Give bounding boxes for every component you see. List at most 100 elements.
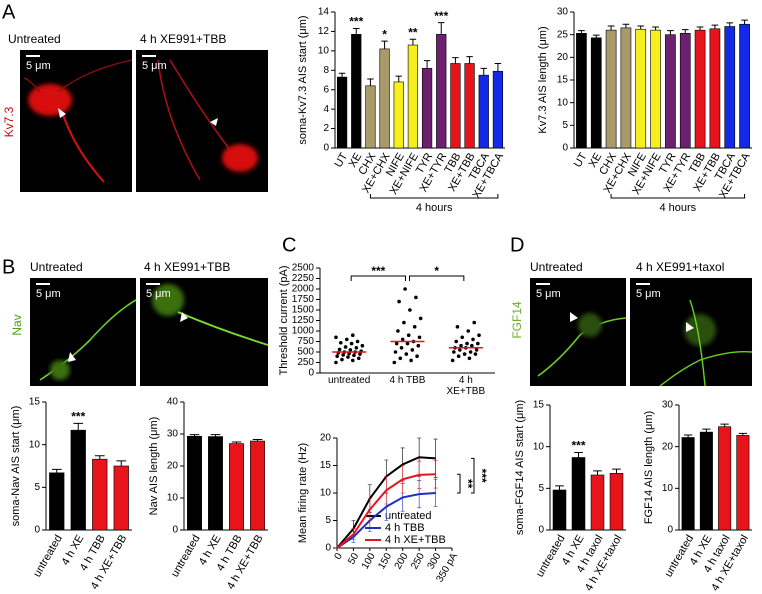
y-tick-label: 10 — [318, 45, 330, 56]
caption: Untreated — [8, 32, 61, 46]
point — [403, 287, 407, 291]
error-bar — [438, 22, 445, 35]
x-tick-label: untreated — [169, 533, 203, 579]
point — [416, 343, 421, 348]
error-bar — [210, 434, 221, 437]
error-bar — [622, 23, 630, 28]
caption: 4 h XE991+taxol — [636, 260, 724, 274]
bar — [576, 33, 587, 149]
bar — [665, 34, 676, 149]
bar — [436, 34, 447, 149]
point — [338, 340, 343, 345]
y-tick-label: 250 — [297, 357, 314, 368]
point — [394, 341, 399, 346]
y-tick-label: 10 — [533, 441, 545, 452]
point — [462, 352, 467, 356]
y-tick-label: 10 — [662, 483, 674, 494]
error-bar — [51, 468, 62, 473]
x-tick-label: 4 h XE+TBB — [446, 375, 486, 397]
point — [405, 341, 410, 346]
y-tick-label: 8 — [323, 65, 329, 76]
bar — [365, 85, 376, 149]
bar — [635, 28, 647, 149]
error-bar — [338, 72, 346, 78]
point — [418, 316, 423, 321]
point — [455, 325, 460, 329]
point — [354, 346, 359, 350]
error-bar — [726, 22, 734, 27]
point — [334, 335, 338, 340]
bar — [718, 426, 732, 531]
x-tick-label: 100 — [360, 551, 378, 571]
y-tick-label: 0 — [667, 525, 673, 536]
point — [450, 358, 455, 363]
point — [465, 341, 469, 346]
error-bar — [741, 19, 748, 25]
point — [470, 343, 474, 348]
point — [408, 308, 412, 312]
point — [340, 357, 344, 362]
error-bar — [681, 29, 689, 34]
panel-letter: D — [510, 234, 524, 256]
error-bar — [683, 434, 693, 438]
y-tick-label: 5 — [325, 515, 331, 526]
point — [334, 360, 338, 365]
point — [404, 352, 409, 356]
point — [472, 320, 477, 325]
y-tick-label: 6 — [323, 84, 329, 95]
significance: *** — [349, 15, 363, 29]
error-bar — [696, 26, 704, 31]
panel-letter: A — [2, 1, 16, 23]
error-bar — [637, 25, 645, 30]
error-bar — [738, 432, 748, 436]
point — [346, 355, 350, 359]
bar — [49, 472, 65, 531]
y-axis-label: FGF14 AIS length (μm) — [643, 411, 655, 524]
point — [473, 352, 478, 356]
error-bar — [711, 24, 719, 29]
bar — [724, 26, 736, 149]
significance: ** — [408, 25, 418, 39]
y-axis-label: soma-FGF14 AIS start (μm) — [514, 400, 526, 535]
point — [398, 356, 403, 361]
point — [474, 348, 479, 352]
x-tick-label-box: 4 h XE+TBB — [446, 375, 486, 397]
comparison-bracket — [409, 275, 465, 281]
point — [412, 325, 417, 329]
caption: 4 h XE991+TBB — [144, 260, 230, 274]
y-tick-label: 0 — [34, 525, 40, 536]
bar — [620, 27, 632, 149]
point — [349, 341, 354, 346]
bar — [492, 70, 504, 149]
significance: ** — [461, 479, 475, 489]
y-tick-label: 20 — [167, 461, 179, 472]
legend-label: untreated — [385, 510, 431, 522]
point — [400, 337, 405, 342]
point — [410, 348, 415, 352]
y-tick-label: 30 — [662, 400, 674, 411]
point — [414, 295, 418, 300]
panel-letter: B — [2, 256, 15, 278]
error-bar — [94, 455, 105, 460]
point — [335, 354, 339, 359]
y-tick-label: 10 — [167, 493, 179, 504]
y-tick-label: 500 — [297, 347, 314, 358]
error-bar — [367, 78, 374, 86]
significance: *** — [71, 410, 85, 424]
x-tick-label: 50 — [346, 551, 361, 567]
y-tick-label: 750 — [297, 336, 314, 347]
caption: Untreated — [530, 260, 583, 274]
error-bar — [494, 62, 502, 72]
bar — [351, 34, 362, 149]
error-bar — [612, 468, 621, 474]
point — [456, 354, 461, 359]
y-axis-label: Threshold current (pA) — [278, 265, 290, 375]
panel-letter: C — [282, 234, 296, 256]
y-tick-label: 1000 — [292, 326, 315, 337]
y-tick-label: 2500 — [292, 263, 315, 274]
bar — [609, 473, 624, 531]
x-tick-label: UT — [572, 151, 590, 170]
bar — [393, 81, 404, 149]
x-tick-label: 150 — [376, 551, 394, 571]
